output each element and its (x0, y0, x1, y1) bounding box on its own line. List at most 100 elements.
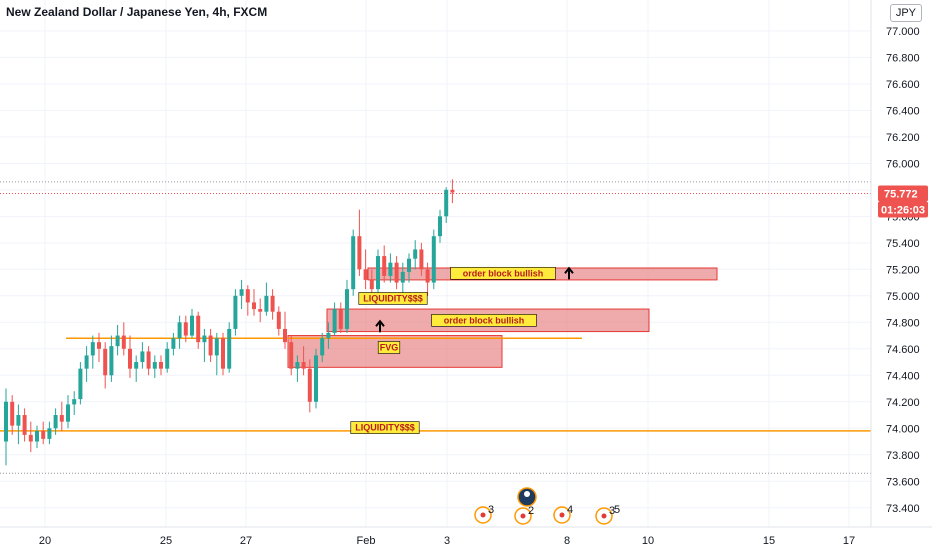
candle-body (376, 256, 380, 290)
candle-body (109, 346, 114, 376)
countdown-tag: 01:26:03 (878, 201, 928, 218)
candle (152, 355, 157, 378)
candle (233, 289, 238, 336)
candle-body (419, 249, 424, 270)
candle-body (202, 335, 207, 343)
candle (413, 240, 418, 270)
y-tick-label: 74.200 (886, 397, 920, 409)
candle (283, 311, 287, 349)
candle (307, 359, 312, 413)
candle-body (177, 322, 182, 339)
candle (202, 328, 207, 363)
candle-body (53, 415, 58, 429)
y-tick-label: 75.200 (886, 264, 920, 276)
y-tick-label: 75.000 (886, 291, 920, 303)
x-tick-label: 25 (160, 535, 172, 547)
candle (183, 315, 188, 343)
x-tick-label: 10 (642, 535, 654, 547)
candle (134, 355, 139, 382)
candle-body (388, 262, 393, 276)
event-marker: 3 (474, 504, 494, 524)
x-tick-label: 3 (444, 535, 450, 547)
candle-body (351, 236, 356, 290)
candle-body (307, 368, 312, 402)
candle-body (190, 315, 194, 336)
candle (376, 249, 380, 296)
candle (289, 335, 294, 376)
candle (47, 421, 52, 445)
candle (90, 335, 95, 369)
candle (239, 279, 244, 310)
candle (388, 253, 393, 283)
time-axis[interactable]: 20 25 27 Feb 3 8 10 15 17 (39, 535, 855, 547)
grid (0, 0, 871, 527)
candle (121, 322, 126, 356)
candle (252, 289, 256, 316)
countdown-tag-value: 01:26:03 (881, 205, 925, 217)
candle-body (425, 269, 430, 283)
y-tick-label: 76.600 (886, 79, 920, 91)
candle (72, 391, 77, 416)
candle-body (326, 332, 331, 339)
last-price-tag: 75.772 (878, 185, 928, 202)
event-marker-count: 4 (567, 504, 573, 516)
candle-body (115, 335, 120, 347)
candle-body (146, 351, 151, 369)
y-tick-label: 76.000 (886, 158, 920, 170)
candle-body (444, 189, 449, 217)
candle (345, 279, 349, 333)
event-marker-count: 2 (528, 505, 534, 517)
candle (196, 311, 201, 349)
candle-body (16, 415, 21, 426)
candle (270, 289, 275, 320)
candle (245, 285, 250, 316)
candle (171, 332, 176, 356)
candle (227, 322, 232, 373)
candle-body (264, 295, 269, 312)
candle (332, 302, 337, 336)
y-tick-label: 77.000 (886, 26, 920, 38)
candle-body (320, 338, 325, 356)
candle (165, 342, 170, 373)
currency-badge[interactable]: JPY (889, 4, 922, 22)
liquidity-label-2: LIQUIDITY$$$ (350, 421, 420, 434)
y-tick-label: 73.400 (886, 503, 920, 515)
candle (177, 315, 182, 349)
candle (159, 355, 163, 376)
fvg-label: FVG (377, 341, 401, 354)
price-axis[interactable]: 77.00076.80076.60076.40076.20076.00075.8… (886, 26, 920, 515)
candle (53, 408, 58, 435)
candle (326, 322, 331, 349)
candle-body (295, 362, 300, 369)
candle (314, 348, 318, 409)
candle-body (4, 401, 8, 442)
candle-body (208, 335, 213, 356)
candle (425, 262, 430, 296)
candle-body (283, 328, 287, 343)
event-marker-dot (480, 512, 486, 518)
y-tick-label: 73.600 (886, 476, 920, 488)
event-marker: 4 (553, 504, 573, 524)
y-tick-label: 74.400 (886, 370, 920, 382)
annotations: order block bullish order block bullish FV… (350, 266, 574, 434)
candle (276, 306, 281, 336)
candle-body (338, 309, 343, 329)
y-tick-label: 74.000 (886, 423, 920, 435)
candle-body (121, 335, 126, 349)
candle-body (152, 362, 157, 369)
up-arrow-icon (564, 266, 574, 280)
candle-body (159, 362, 163, 369)
x-tick-label: 20 (39, 535, 51, 547)
event-markers[interactable]: 3 2 4 35 (474, 487, 620, 525)
liquidity-label-2-text: LIQUIDITY$$$ (355, 423, 415, 433)
up-arrow-head (564, 266, 574, 274)
y-tick-label: 76.400 (886, 105, 920, 117)
reference-lines (0, 181, 871, 474)
candle-body (22, 415, 27, 435)
x-tick-label: 15 (763, 535, 775, 547)
candle (35, 425, 39, 449)
candle-body (332, 309, 337, 333)
price-tags: 75.772 01:26:03 (878, 185, 928, 218)
candle-body (276, 311, 281, 329)
